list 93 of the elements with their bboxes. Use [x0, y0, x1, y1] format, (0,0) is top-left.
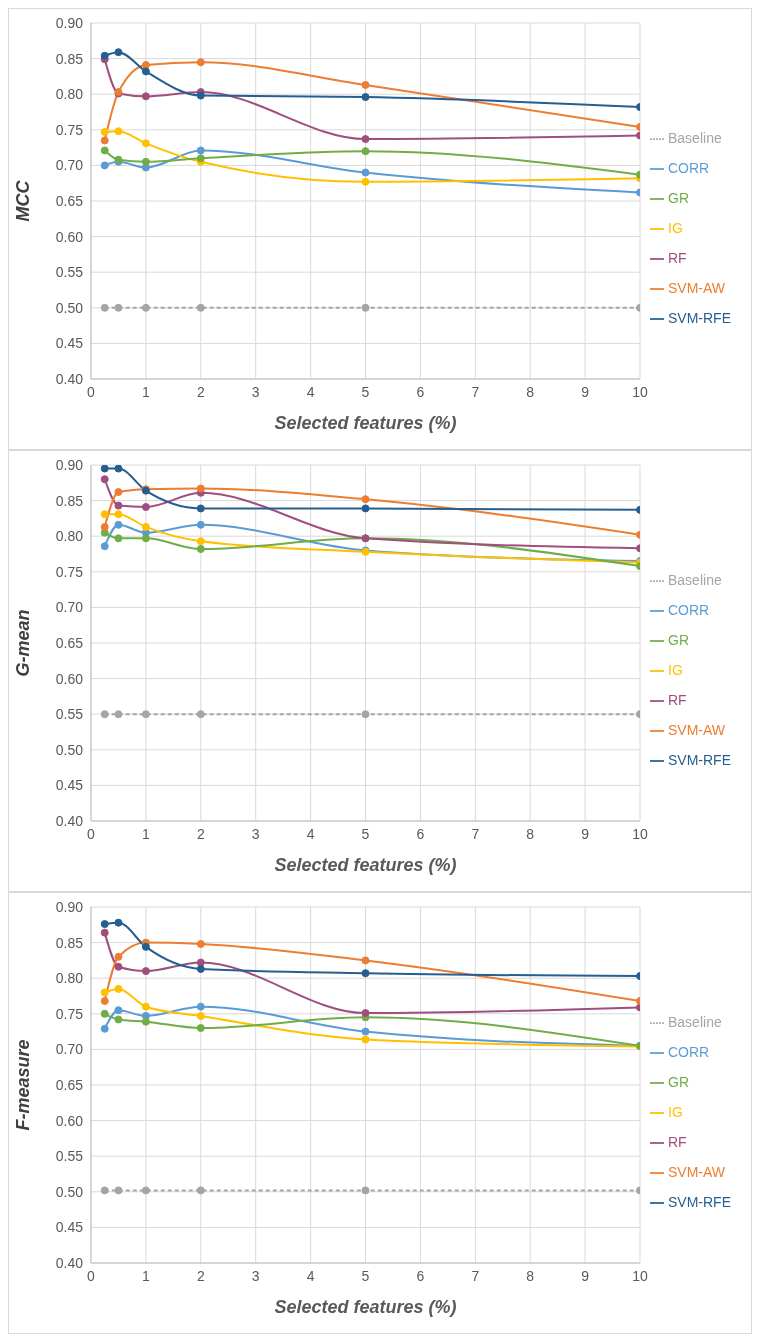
x-tick-label: 9: [581, 383, 590, 400]
x-tick-label: 1: [142, 1267, 150, 1284]
y-tick-label: 0.65: [55, 634, 84, 651]
x-tick-label: 10: [632, 383, 648, 400]
y-tick-label: 0.60: [55, 1112, 84, 1129]
x-tick-label: 5: [361, 383, 370, 400]
legend-label: Baseline: [668, 572, 722, 588]
x-tick-label: 0: [87, 383, 96, 400]
y-axis-title: F-measure: [13, 1039, 34, 1131]
y-tick-label: 0.50: [55, 1183, 84, 1200]
y-tick-label: 0.70: [55, 599, 84, 616]
x-axis-title: Selected features (%): [274, 855, 457, 875]
y-tick-label: 0.50: [55, 299, 84, 316]
x-tick-label: 8: [526, 383, 535, 400]
x-tick-label: 8: [526, 825, 535, 842]
legend-label: RF: [668, 1134, 687, 1150]
y-tick-label: 0.45: [55, 335, 84, 352]
x-tick-label: 5: [361, 1267, 370, 1284]
y-tick-label: 0.40: [55, 1254, 84, 1271]
legend-label: IG: [668, 662, 683, 678]
x-tick-label: 3: [251, 383, 260, 400]
y-axis-title: MCC: [13, 179, 34, 222]
y-tick-label: 0.55: [55, 706, 84, 723]
legend-label: SVM-AW: [668, 280, 726, 296]
x-tick-label: 0: [87, 1267, 96, 1284]
legend-label: GR: [668, 190, 689, 206]
x-tick-label: 5: [361, 825, 370, 842]
y-tick-label: 0.45: [55, 777, 84, 794]
legend-label: CORR: [668, 160, 710, 176]
x-tick-label: 10: [632, 1267, 648, 1284]
y-tick-label: 0.90: [55, 14, 84, 31]
y-tick-label: 0.45: [55, 1219, 84, 1236]
legend-label: CORR: [668, 602, 710, 618]
x-tick-label: 4: [306, 1267, 315, 1284]
y-tick-label: 0.40: [55, 370, 84, 387]
legend-label: GR: [668, 1074, 689, 1090]
x-tick-label: 6: [416, 825, 425, 842]
x-tick-label: 10: [632, 825, 648, 842]
y-tick-label: 0.75: [55, 1005, 84, 1022]
x-tick-label: 6: [416, 1267, 425, 1284]
y-tick-label: 0.65: [55, 192, 84, 209]
x-tick-label: 7: [471, 1267, 480, 1284]
x-tick-label: 4: [306, 383, 315, 400]
y-tick-label: 0.85: [55, 50, 84, 67]
legend-label: Baseline: [668, 130, 722, 146]
y-tick-label: 0.90: [55, 456, 84, 473]
y-tick-label: 0.80: [55, 528, 84, 545]
x-tick-label: 7: [471, 383, 480, 400]
y-tick-label: 0.75: [55, 121, 84, 138]
legend-label: IG: [668, 1104, 683, 1120]
y-tick-label: 0.40: [55, 812, 84, 829]
x-tick-label: 2: [196, 383, 205, 400]
x-tick-label: 3: [251, 825, 260, 842]
x-tick-label: 4: [306, 825, 315, 842]
legend-label: Baseline: [668, 1014, 722, 1030]
y-tick-label: 0.60: [55, 228, 84, 245]
x-tick-label: 9: [581, 825, 590, 842]
y-tick-label: 0.70: [55, 157, 84, 174]
x-tick-label: 9: [581, 1267, 590, 1284]
x-axis-title: Selected features (%): [274, 413, 457, 433]
y-tick-label: 0.60: [55, 670, 84, 687]
y-tick-label: 0.55: [55, 1148, 84, 1165]
legend-label: SVM-RFE: [668, 1194, 731, 1210]
y-tick-label: 0.85: [55, 934, 84, 951]
x-tick-label: 6: [416, 383, 425, 400]
y-tick-label: 0.85: [55, 492, 84, 509]
y-tick-label: 0.75: [55, 563, 84, 580]
x-tick-label: 2: [196, 1267, 205, 1284]
y-tick-label: 0.65: [55, 1076, 84, 1093]
y-tick-label: 0.70: [55, 1041, 84, 1058]
legend-label: SVM-RFE: [668, 752, 731, 768]
x-tick-label: 2: [196, 825, 205, 842]
y-axis-title: G-mean: [13, 609, 34, 677]
y-tick-label: 0.55: [55, 264, 84, 281]
legend-label: CORR: [668, 1044, 710, 1060]
y-tick-label: 0.90: [55, 898, 84, 915]
x-tick-label: 7: [471, 825, 480, 842]
y-tick-label: 0.50: [55, 741, 84, 758]
x-tick-label: 1: [142, 383, 150, 400]
y-tick-label: 0.80: [55, 970, 84, 987]
legend-label: GR: [668, 632, 689, 648]
x-tick-label: 0: [87, 825, 96, 842]
legend-label: RF: [668, 692, 687, 708]
legend-label: SVM-AW: [668, 722, 726, 738]
x-axis-title: Selected features (%): [274, 1297, 457, 1317]
y-tick-label: 0.80: [55, 86, 84, 103]
x-tick-label: 8: [526, 1267, 535, 1284]
legend-label: SVM-RFE: [668, 310, 731, 326]
legend-label: RF: [668, 250, 687, 266]
legend-label: SVM-AW: [668, 1164, 726, 1180]
x-tick-label: 1: [142, 825, 150, 842]
x-tick-label: 3: [251, 1267, 260, 1284]
legend-label: IG: [668, 220, 683, 236]
